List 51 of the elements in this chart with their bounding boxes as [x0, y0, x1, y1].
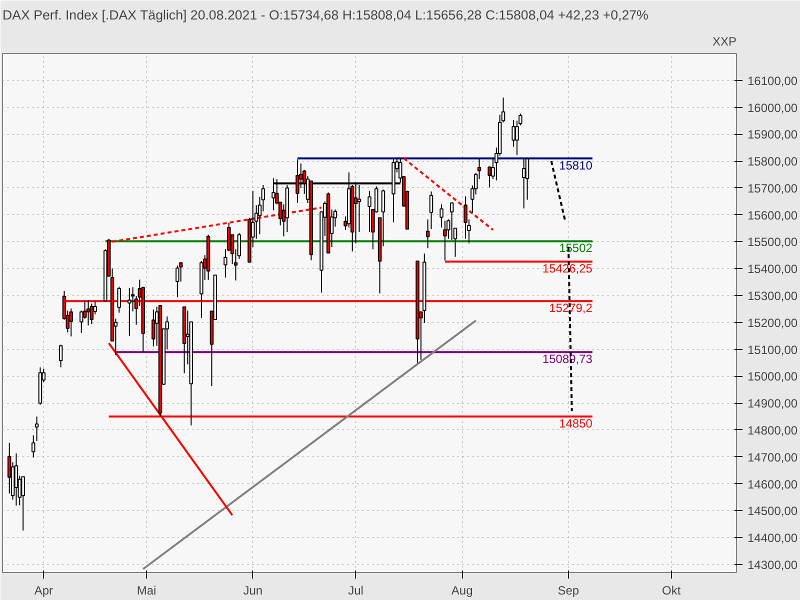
x-tick-label: Okt: [662, 584, 682, 598]
y-tick-label: 15700,00: [748, 181, 798, 196]
series-label: 15810: [559, 158, 593, 172]
y-tick-label: 14700,00: [748, 450, 798, 464]
x-tick-label: Jul: [348, 584, 364, 598]
candlestick: [58, 344, 63, 368]
candlestick: [31, 434, 36, 458]
y-tick-label: 14400,00: [748, 531, 798, 546]
candlestick: [34, 416, 39, 442]
y-tick-label: 15400,00: [748, 262, 798, 276]
y-tick-label: 14600,00: [748, 477, 798, 492]
candlestick: [522, 158, 526, 209]
series-label: 15279,2: [549, 301, 593, 316]
series-label: 15502: [559, 241, 593, 256]
y-tick-label: 14900,00: [748, 396, 798, 411]
y-tick-label: 15900,00: [748, 128, 798, 142]
candlestick: [117, 286, 121, 314]
y-tick-label: 15500,00: [748, 235, 798, 250]
candlestick: [429, 190, 434, 230]
chart-title: DAX Perf. Index [.DAX Täglich] 20.08.2021 - O:15734,68 H:15808,04 L:15656,28 C:15808,04 +42,23 +0,27%: [2, 8, 649, 22]
candlestick: [128, 287, 132, 336]
y-tick-label: 15200,00: [748, 316, 798, 330]
y-tick-label: 14800,00: [748, 423, 798, 438]
series-label: 15426,25: [542, 262, 593, 276]
candlestick: [368, 190, 372, 233]
candlestick: [450, 202, 454, 241]
x-tick-label: Sep: [558, 584, 580, 598]
candlestick: [21, 476, 25, 532]
y-tick-label: 15600,00: [748, 208, 798, 222]
y-tick-label: 14500,00: [748, 504, 798, 518]
candlestick: [440, 204, 444, 228]
candlestick: [152, 309, 156, 347]
x-tick-label: Apr: [34, 584, 54, 598]
candlestick: [426, 218, 430, 249]
series-label: 15089,73: [542, 352, 593, 366]
y-tick-label: 14300,00: [748, 558, 798, 572]
y-tick-label: 15800,00: [748, 154, 798, 169]
x-tick-label: Aug: [451, 584, 473, 598]
candlestick: [512, 119, 516, 148]
y-tick-label: 15000,00: [748, 370, 798, 384]
y-tick-label: 16000,00: [748, 100, 798, 115]
candlestick: [69, 308, 73, 337]
candlestick: [176, 265, 180, 298]
y-tick-label: 15100,00: [748, 342, 798, 357]
y-tick-label: 15300,00: [748, 289, 798, 304]
candlestick: [14, 452, 18, 506]
y-axis-title: XXP: [712, 34, 737, 48]
y-tick-label: 16100,00: [748, 74, 798, 88]
series-label: 14850: [559, 416, 593, 431]
x-tick-label: Jun: [243, 584, 263, 598]
x-tick-label: Mai: [136, 584, 156, 598]
